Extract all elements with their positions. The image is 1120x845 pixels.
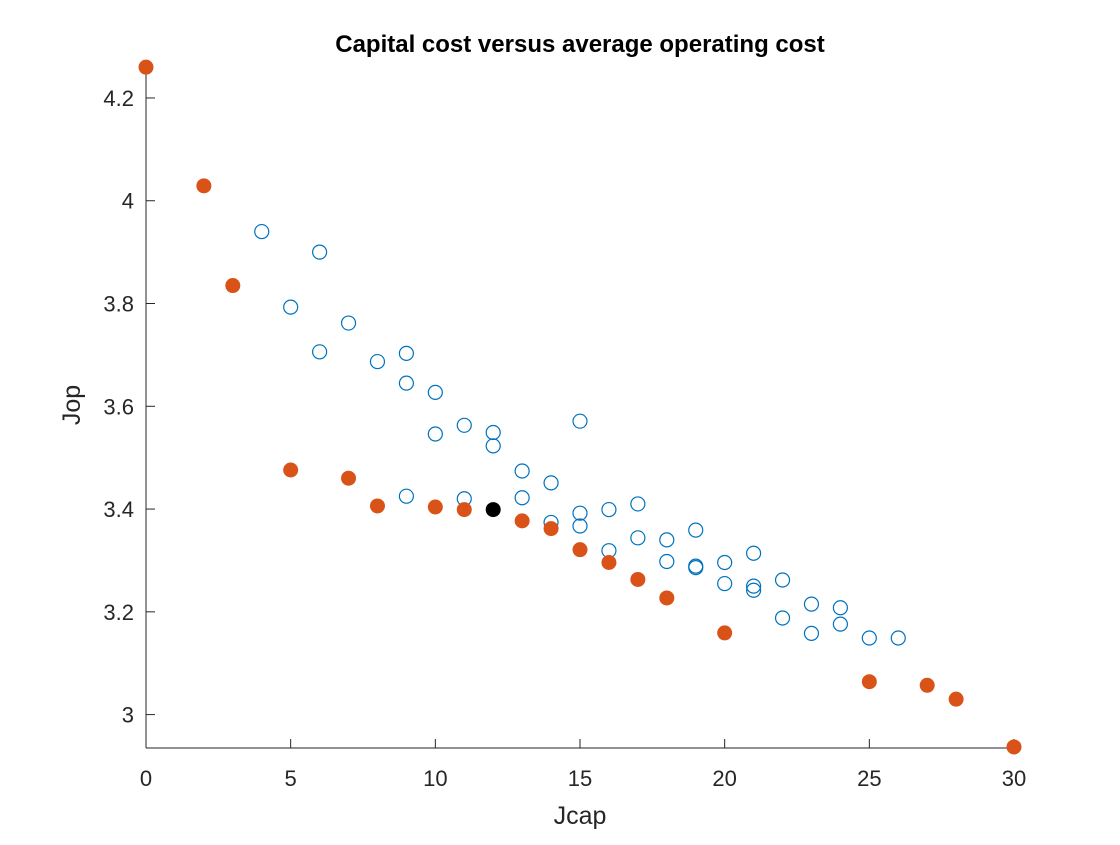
data-point-series-1	[717, 625, 733, 641]
data-point-series-1	[369, 498, 385, 514]
data-point-series-0	[312, 244, 328, 260]
y-tick-label: 3.4	[103, 497, 134, 522]
y-tick-label: 3	[122, 703, 134, 728]
data-point-series-1	[514, 513, 530, 529]
y-ticks: 3 3.2 3.4 3.6 3.8 4 4.2	[103, 86, 155, 728]
data-point-series-1	[283, 462, 299, 478]
data-point-series-1	[1006, 739, 1022, 755]
data-point-series-0	[630, 530, 646, 546]
data-point-series-0	[745, 578, 762, 594]
data-point-series-0	[890, 630, 906, 646]
data-point-series-0	[688, 522, 704, 538]
data-point-series-0	[369, 353, 386, 370]
data-points	[138, 59, 1022, 755]
data-point-series-0	[803, 596, 820, 612]
data-point-series-0	[572, 413, 588, 429]
data-point-series-0	[688, 560, 704, 576]
data-point-series-0	[398, 488, 414, 504]
data-point-series-2	[485, 502, 501, 518]
x-tick-label: 10	[423, 766, 447, 791]
data-point-series-0	[861, 630, 877, 646]
data-point-series-0	[398, 375, 414, 391]
y-tick-label: 3.2	[103, 600, 134, 625]
data-point-series-0	[659, 532, 675, 548]
data-point-series-0	[745, 545, 762, 561]
data-point-series-0	[543, 475, 559, 491]
y-tick-label: 4.2	[103, 86, 134, 111]
x-tick-label: 20	[712, 766, 736, 791]
data-point-series-0	[485, 424, 501, 441]
data-point-series-0	[572, 518, 588, 534]
data-point-series-1	[948, 691, 964, 707]
chart-title: Capital cost versus average operating co…	[335, 31, 825, 58]
data-point-series-0	[832, 600, 849, 616]
data-point-series-0	[659, 553, 675, 570]
data-point-series-1	[861, 674, 877, 690]
y-axis-label: Jop	[58, 385, 86, 425]
data-point-series-1	[659, 590, 675, 606]
y-tick-label: 3.6	[103, 394, 134, 419]
x-tick-label: 30	[1002, 766, 1026, 791]
data-point-series-1	[196, 178, 212, 194]
data-point-series-0	[514, 490, 530, 506]
x-tick-label: 0	[140, 766, 152, 791]
x-axis-label: Jcap	[554, 802, 607, 830]
data-point-series-0	[254, 223, 270, 240]
data-point-series-1	[572, 542, 588, 558]
data-point-series-0	[398, 345, 414, 361]
x-tick-label: 25	[857, 766, 881, 791]
data-point-series-1	[630, 571, 646, 587]
data-point-series-0	[283, 299, 299, 315]
data-point-series-1	[543, 521, 559, 537]
data-point-series-0	[745, 582, 762, 598]
data-point-series-0	[832, 616, 849, 632]
data-point-series-0	[774, 610, 791, 626]
data-point-series-0	[312, 344, 328, 360]
data-point-series-0	[717, 554, 733, 571]
data-point-series-0	[427, 426, 443, 442]
y-tick-label: 4	[122, 189, 134, 214]
data-point-series-0	[803, 625, 820, 642]
x-ticks: 0 5 10 15 20 25 30	[140, 739, 1026, 791]
data-point-series-0	[774, 572, 791, 588]
axes	[145, 62, 1014, 749]
data-point-series-1	[427, 499, 443, 515]
data-point-series-0	[601, 501, 617, 518]
data-point-series-1	[601, 554, 617, 570]
data-point-series-1	[919, 677, 935, 693]
data-point-series-0	[514, 463, 530, 479]
x-tick-label: 15	[568, 766, 592, 791]
data-point-series-0	[572, 505, 588, 521]
data-point-series-0	[717, 575, 733, 592]
data-point-series-0	[485, 438, 501, 454]
data-point-series-0	[427, 384, 443, 401]
x-tick-label: 5	[285, 766, 297, 791]
data-point-series-1	[456, 502, 472, 518]
data-point-series-1	[341, 470, 357, 486]
data-point-series-0	[340, 315, 357, 331]
data-point-series-0	[456, 417, 472, 433]
data-point-series-0	[630, 496, 646, 512]
data-point-series-1	[138, 59, 154, 75]
data-point-series-1	[225, 278, 241, 294]
y-tick-label: 3.8	[103, 292, 134, 317]
